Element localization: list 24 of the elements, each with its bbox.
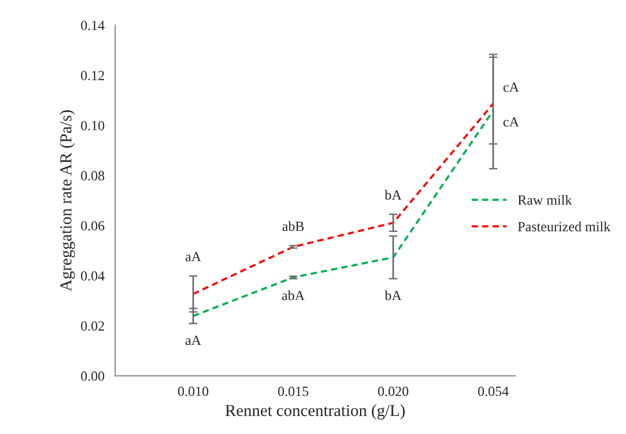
annotation: cA	[503, 82, 520, 92]
annotation: bA	[384, 190, 402, 200]
y-tick-label: 0.04	[80, 271, 105, 281]
y-tick-label: 0.06	[80, 221, 104, 231]
x-tick-label: 0.054	[478, 386, 509, 396]
y-tick-label: 0.10	[80, 120, 104, 130]
y-tick-label: 0.12	[80, 70, 104, 80]
y-tick-label: 0.08	[80, 171, 104, 180]
annotation: cA	[503, 117, 520, 127]
annotation: abB	[282, 221, 304, 232]
x-tick-label: 0.015	[278, 386, 308, 396]
x-tick-label: 0.010	[178, 386, 208, 396]
x-tick-label: 0.020	[378, 386, 408, 396]
legend-label: Raw milk	[518, 194, 572, 205]
annotation: abA	[282, 290, 305, 300]
annotation: aA	[186, 336, 202, 346]
x-axis-title: Rennet concentration (g/L)	[225, 404, 405, 420]
y-axis-title: Agreggation rate AR (Pa/s)	[60, 110, 75, 292]
y-tick-label: 0.02	[80, 321, 104, 331]
annotation: bA	[384, 290, 402, 300]
y-tick-label: 0.14	[80, 20, 105, 30]
annotation: aA	[186, 252, 202, 262]
legend-label: Pasteurized milk	[518, 222, 610, 232]
y-tick-label: 0.00	[80, 371, 104, 381]
